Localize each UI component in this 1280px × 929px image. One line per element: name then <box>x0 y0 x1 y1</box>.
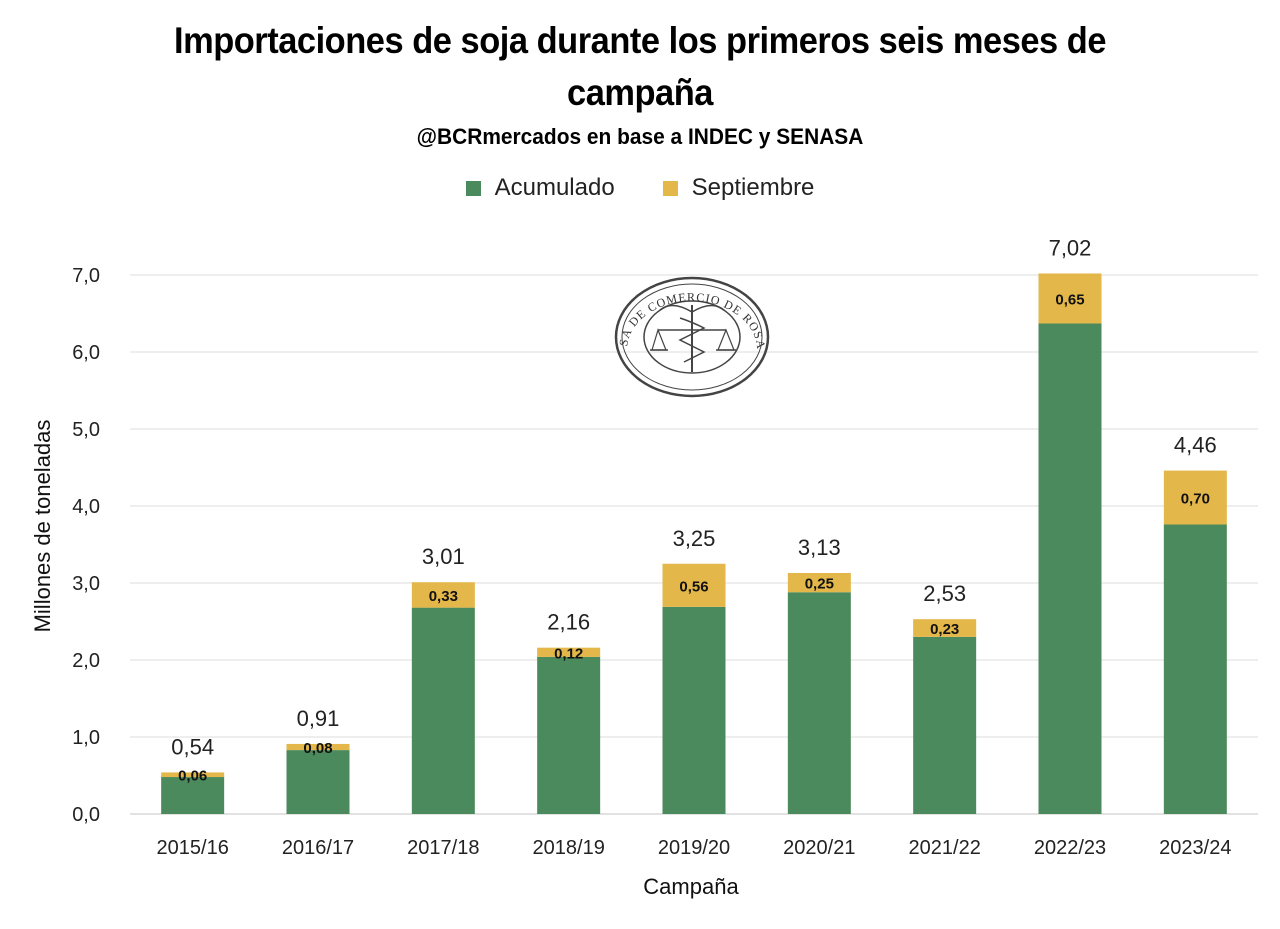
x-tick-label: 2022/23 <box>1034 837 1106 859</box>
data-label-septiembre: 0,70 <box>1181 491 1210 508</box>
x-axis-title: Campaña <box>643 874 739 899</box>
data-label-total: 7,02 <box>1049 235 1092 260</box>
y-tick-label: 7,0 <box>72 265 100 287</box>
bar-acumulado <box>913 636 977 814</box>
bar-septiembre <box>537 647 601 657</box>
bar-acumulado <box>1163 524 1227 814</box>
data-labels: 0,06 0,54 0,08 0,91 0,33 3,01 0,12 2,16 0,56 3,25… <box>171 235 1216 784</box>
bar-acumulado <box>286 750 350 814</box>
data-label-total: 3,25 <box>673 526 716 551</box>
x-tick-label: 2019/20 <box>658 837 730 859</box>
bar-septiembre <box>787 572 851 593</box>
chart-title-line-1: Importaciones de soja durante los primer… <box>173 20 1107 61</box>
bar-septiembre <box>411 582 475 608</box>
x-tick-label: 2020/21 <box>783 837 855 859</box>
y-tick-label: 2,0 <box>72 650 100 672</box>
data-label-total: 3,01 <box>422 544 465 569</box>
y-axis-ticks: 0,0 1,0 2,0 3,0 4,0 5,0 6,0 7,0 <box>72 265 100 826</box>
data-label-total: 3,13 <box>798 535 841 560</box>
y-axis-title: Millones de toneladas <box>30 420 55 633</box>
chart-subtitle: @BCRmercados en base a INDEC y SENASA <box>416 124 864 149</box>
legend: Acumulado Septiembre <box>0 174 1280 202</box>
legend-item-acumulado: Acumulado <box>465 174 615 202</box>
watermark-seal-icon: BOLSA DE COMERCIO DE ROSARIO <box>0 0 770 398</box>
bar-septiembre <box>913 619 977 637</box>
y-tick-label: 0,0 <box>72 804 100 826</box>
legend-label-acumulado: Acumulado <box>494 174 615 201</box>
chart-title-line-2: campaña <box>567 72 713 113</box>
legend-swatch-acumulado <box>465 180 481 196</box>
data-label-septiembre: 0,12 <box>554 645 583 662</box>
x-tick-label: 2021/22 <box>909 837 981 859</box>
y-tick-label: 6,0 <box>72 342 100 364</box>
x-tick-label: 2017/18 <box>407 837 479 859</box>
bar-septiembre <box>286 743 350 751</box>
legend-swatch-septiembre <box>662 180 678 196</box>
data-label-total: 4,46 <box>1174 433 1217 458</box>
legend-item-septiembre: Septiembre <box>662 174 815 202</box>
data-label-total: 2,53 <box>923 581 966 606</box>
x-axis-ticks: 2015/16 2016/17 2017/18 2018/19 2019/20 2020/… <box>157 837 1232 859</box>
x-tick-label: 2018/19 <box>533 837 605 859</box>
data-label-septiembre: 0,56 <box>679 578 708 595</box>
legend-label-septiembre: Septiembre <box>691 174 815 201</box>
data-label-septiembre: 0,08 <box>303 740 332 757</box>
data-label-septiembre: 0,23 <box>930 621 959 638</box>
bar-acumulado <box>537 656 601 814</box>
data-label-total: 2,16 <box>547 610 590 635</box>
bar-septiembre <box>1163 470 1227 525</box>
bar-acumulado <box>662 606 726 814</box>
y-tick-label: 3,0 <box>72 573 100 595</box>
y-tick-label: 4,0 <box>72 496 100 518</box>
x-tick-label: 2023/24 <box>1159 837 1231 859</box>
data-label-septiembre: 0,33 <box>429 588 458 605</box>
y-tick-label: 5,0 <box>72 419 100 441</box>
bar-acumulado <box>1038 323 1102 814</box>
bar-septiembre <box>662 563 726 607</box>
data-label-septiembre: 0,65 <box>1055 291 1084 308</box>
bar-acumulado <box>787 592 851 814</box>
bars <box>161 273 1227 814</box>
y-tick-label: 1,0 <box>72 727 100 749</box>
bar-acumulado <box>161 777 225 814</box>
bar-septiembre <box>1038 273 1102 324</box>
x-tick-label: 2016/17 <box>282 837 354 859</box>
data-label-total: 0,91 <box>297 706 340 731</box>
data-label-total: 0,54 <box>171 734 214 759</box>
data-label-septiembre: 0,06 <box>178 768 207 785</box>
watermark-text: BOLSA DE COMERCIO DE ROSARIO <box>0 0 768 350</box>
data-label-septiembre: 0,25 <box>805 576 834 593</box>
x-tick-label: 2015/16 <box>157 837 229 859</box>
bar-septiembre <box>161 772 225 778</box>
bar-acumulado <box>411 607 475 814</box>
